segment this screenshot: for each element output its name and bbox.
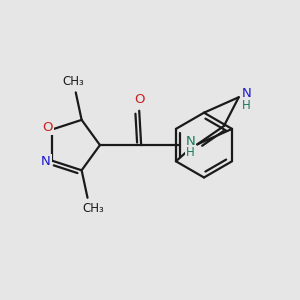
Text: O: O (134, 93, 145, 106)
Text: H: H (242, 99, 251, 112)
Text: N: N (185, 135, 195, 148)
Text: CH₃: CH₃ (82, 202, 104, 215)
Text: N: N (41, 155, 51, 168)
Text: O: O (42, 121, 52, 134)
Text: N: N (242, 87, 251, 100)
Text: H: H (186, 146, 195, 159)
Text: CH₃: CH₃ (62, 75, 84, 88)
